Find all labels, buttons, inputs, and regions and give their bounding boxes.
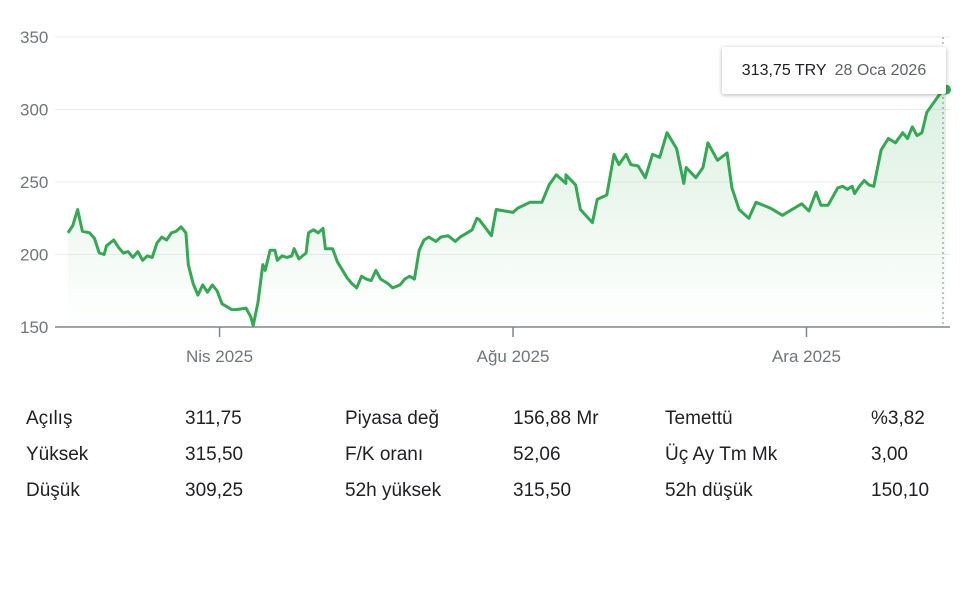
stat-label: 52h yüksek [345, 480, 442, 501]
stat-label: Piyasa değ [345, 408, 440, 429]
y-tick-label: 350 [20, 28, 48, 47]
price-line [66, 88, 947, 328]
stat-label: Düşük [26, 480, 80, 501]
stat-value: 52,06 [513, 444, 561, 465]
stat-label: Üç Ay Tm Mk [665, 444, 778, 465]
y-tick-label: 250 [20, 173, 48, 192]
x-tick-label: Ağu 2025 [477, 347, 550, 366]
price-tooltip: 313,75 TRY 28 Oca 2026 [722, 47, 946, 94]
x-tick-label: Ara 2025 [772, 347, 841, 366]
y-tick-label: 300 [20, 101, 48, 120]
stat-value: 309,25 [185, 480, 244, 501]
stat-label: 52h düşük [665, 480, 753, 501]
stat-value: 315,50 [185, 444, 244, 465]
stat-label: Temettü [665, 408, 733, 429]
price-chart[interactable]: 350 300 250 200 150 Nis 2025 Ağu 2025 Ara 2025 [0, 0, 960, 380]
stat-value: %3,82 [871, 408, 925, 429]
tooltip-price: 313,75 TRY [741, 61, 827, 79]
stat-label: F/K oranı [345, 444, 424, 465]
stat-value: 3,00 [871, 444, 908, 465]
y-tick-label: 150 [20, 318, 48, 337]
stat-value: 311,75 [185, 408, 242, 429]
price-area-fill [68, 89, 946, 327]
y-tick-label: 200 [20, 246, 48, 265]
stat-value: 156,88 Mr [513, 408, 599, 429]
stat-value: 150,10 [871, 480, 930, 501]
x-tick-label: Nis 2025 [186, 347, 253, 366]
stat-label: Yüksek [26, 444, 89, 465]
stat-value: 315,50 [513, 480, 572, 501]
stat-label: Açılış [26, 408, 73, 429]
tooltip-date: 28 Oca 2026 [834, 61, 927, 79]
